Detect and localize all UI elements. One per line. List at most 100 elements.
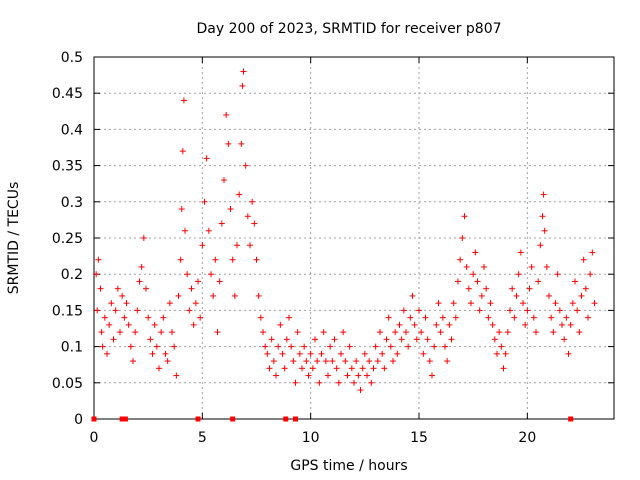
data-point <box>255 292 262 299</box>
data-points <box>91 68 598 422</box>
data-point <box>223 111 230 118</box>
y-tick-label: 0.4 <box>61 122 83 138</box>
data-point <box>95 256 102 263</box>
data-point <box>522 321 529 328</box>
data-point <box>539 213 546 220</box>
data-point <box>437 329 444 336</box>
data-point <box>335 379 342 386</box>
data-point <box>322 358 329 365</box>
data-point <box>517 249 524 256</box>
data-point <box>99 343 106 350</box>
data-point <box>515 271 522 278</box>
data-point <box>229 256 236 263</box>
data-point <box>316 379 323 386</box>
data-point <box>325 372 331 379</box>
data-point <box>305 372 312 379</box>
data-point <box>582 285 589 292</box>
data-point <box>366 358 373 365</box>
data-point <box>498 343 505 350</box>
data-point <box>212 256 219 263</box>
data-point <box>203 155 210 162</box>
data-point <box>361 350 368 357</box>
data-point <box>208 271 214 278</box>
data-point <box>472 249 479 256</box>
data-point <box>465 285 472 292</box>
data-point <box>238 140 245 147</box>
data-point <box>567 321 574 328</box>
y-tick-label: 0.25 <box>52 231 83 247</box>
data-point <box>244 213 251 220</box>
grid-lines <box>94 57 614 419</box>
data-point <box>400 307 407 314</box>
data-point <box>346 343 353 350</box>
data-point <box>572 278 578 285</box>
data-point <box>409 292 416 299</box>
data-point <box>125 321 132 328</box>
data-point <box>418 329 425 336</box>
gap-marker <box>230 416 236 422</box>
data-point <box>439 314 446 321</box>
data-point <box>461 213 468 220</box>
data-point <box>121 314 128 321</box>
data-point <box>383 336 390 343</box>
data-point <box>303 358 310 365</box>
y-tick-label: 0.35 <box>52 159 83 175</box>
data-point <box>234 242 240 249</box>
data-point <box>175 292 182 299</box>
data-point <box>260 329 266 336</box>
data-point <box>112 307 119 314</box>
data-point <box>101 314 108 321</box>
data-point <box>275 343 282 350</box>
data-point <box>377 329 383 336</box>
data-point <box>180 97 187 104</box>
data-point <box>160 314 167 321</box>
data-point <box>279 350 286 357</box>
data-point <box>483 285 490 292</box>
y-tick-label: 0.15 <box>52 303 83 319</box>
data-point <box>537 242 544 249</box>
data-point <box>153 343 160 350</box>
data-point <box>268 336 275 343</box>
data-point <box>390 358 396 365</box>
data-point <box>405 343 412 350</box>
data-point <box>186 307 193 314</box>
data-point <box>149 350 156 357</box>
y-tick-label: 0.45 <box>52 86 83 102</box>
data-point <box>236 191 243 198</box>
data-point <box>277 321 284 328</box>
data-point <box>138 263 145 270</box>
data-point <box>342 358 349 365</box>
x-tick-label: 20 <box>518 430 536 446</box>
data-point <box>481 263 487 270</box>
data-point <box>134 307 141 314</box>
data-point <box>331 336 338 343</box>
data-point <box>199 242 206 249</box>
data-point <box>355 372 362 379</box>
data-point <box>283 336 290 343</box>
data-point <box>164 358 171 365</box>
data-point <box>520 300 526 307</box>
data-point <box>468 300 474 307</box>
x-tick-label: 10 <box>302 430 320 446</box>
data-point <box>452 314 459 321</box>
data-point <box>119 292 126 299</box>
data-point <box>178 206 185 213</box>
data-point <box>574 307 581 314</box>
data-point <box>420 350 427 357</box>
data-point <box>561 336 568 343</box>
data-point <box>585 314 591 321</box>
data-point <box>398 336 405 343</box>
data-point <box>578 292 585 299</box>
data-point <box>231 292 238 299</box>
data-point <box>533 329 539 336</box>
data-point <box>457 256 464 263</box>
data-point <box>546 292 552 299</box>
data-point <box>433 321 440 328</box>
data-point <box>218 220 225 227</box>
data-point <box>264 350 271 357</box>
data-point <box>478 292 485 299</box>
data-point <box>450 300 457 307</box>
data-point <box>513 292 520 299</box>
data-point <box>266 365 273 372</box>
